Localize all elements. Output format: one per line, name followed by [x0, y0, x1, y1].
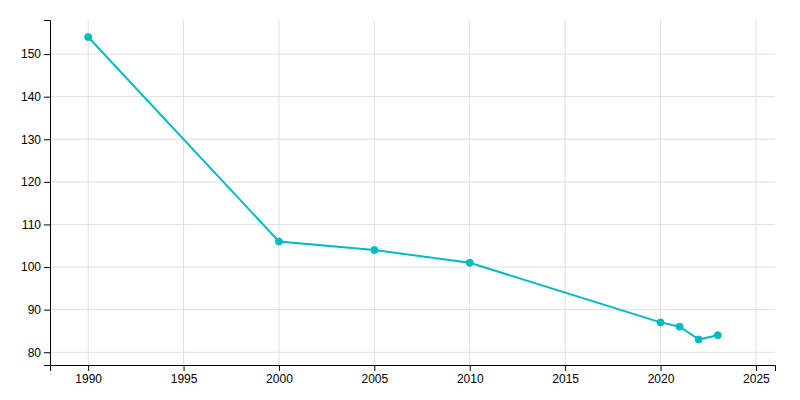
- x-tick: 1990: [75, 365, 102, 386]
- grid-line: [88, 20, 89, 365]
- point: [85, 34, 92, 41]
- x-tick-label: 1990: [75, 372, 102, 386]
- y-tick-mark: [44, 267, 50, 268]
- x-tick-label: 2005: [361, 372, 388, 386]
- y-tick: 90: [28, 303, 50, 317]
- grid-line: [50, 139, 775, 140]
- x-tick-mark: [279, 365, 280, 371]
- grid-line: [755, 20, 756, 365]
- line: [88, 37, 718, 339]
- x-tick-label: 1995: [171, 372, 198, 386]
- series: [85, 34, 722, 343]
- y-tick: 120: [21, 175, 50, 189]
- x-tick-mark: [88, 365, 89, 371]
- grid-line: [50, 54, 775, 55]
- x-tick-label: 2000: [266, 372, 293, 386]
- y-tick-label: 120: [21, 175, 41, 189]
- x-tick-mark: [661, 365, 662, 371]
- x-axis: 1990 1995 2000 2005 2010 2015 2020 2025: [51, 365, 776, 386]
- x-tick: 1995: [171, 365, 198, 386]
- x-tick: 2015: [552, 365, 579, 386]
- grid-line: [469, 20, 470, 365]
- x-tick-label: 2015: [552, 372, 579, 386]
- y-tick-mark: [44, 224, 50, 225]
- grid-line: [565, 20, 566, 365]
- y-tick-mark: [44, 352, 50, 353]
- y-axis: 80 90 100 110 120 130 140 150: [21, 21, 51, 366]
- grid-line: [50, 181, 775, 182]
- x-tick-mark: [565, 365, 566, 371]
- x-tick-label: 2010: [457, 372, 484, 386]
- y-tick: 150: [21, 47, 50, 61]
- x-tick-mark: [374, 365, 375, 371]
- x-tick-label: 2020: [648, 372, 675, 386]
- y-tick: 80: [28, 346, 50, 360]
- x-tick-mark: [470, 365, 471, 371]
- point: [657, 319, 664, 326]
- grid-line: [183, 20, 184, 365]
- y-tick: 110: [22, 218, 50, 232]
- grid: [50, 20, 775, 365]
- x-tick: 2025: [743, 365, 770, 386]
- y-tick-label: 100: [21, 260, 41, 274]
- point: [714, 332, 721, 339]
- y-tick-label: 90: [28, 303, 42, 317]
- x-tick: 2010: [457, 365, 484, 386]
- point: [695, 336, 702, 343]
- grid-line: [50, 96, 775, 97]
- x-tick: 2020: [648, 365, 675, 386]
- x-tick: 2000: [266, 365, 293, 386]
- y-tick-label: 140: [21, 90, 41, 104]
- grid-line: [50, 224, 775, 225]
- y-tick-label: 130: [21, 133, 41, 147]
- point: [275, 238, 282, 245]
- y-tick-mark: [44, 54, 50, 55]
- y-tick-mark: [44, 139, 50, 140]
- y-tick: 130: [21, 133, 50, 147]
- x-axis-line: [51, 366, 776, 372]
- y-tick-label: 80: [28, 346, 42, 360]
- point: [371, 247, 378, 254]
- y-tick: 140: [21, 90, 50, 104]
- grid-line: [50, 352, 775, 353]
- y-axis-line: [44, 21, 51, 366]
- chart: 1990 1995 2000 2005 2010 2015 2020 2025 80 90 100 1…: [0, 0, 800, 400]
- y-tick-label: 150: [21, 47, 41, 61]
- point: [466, 259, 473, 266]
- grid-line: [278, 20, 279, 365]
- grid-line: [50, 309, 775, 310]
- plot: 1990 1995 2000 2005 2010 2015 2020 2025 80 90 100 1…: [21, 20, 776, 386]
- y-tick-mark: [44, 310, 50, 311]
- x-tick: 2005: [361, 365, 388, 386]
- x-tick-label: 2025: [743, 372, 770, 386]
- x-tick-mark: [184, 365, 185, 371]
- x-tick-mark: [756, 365, 757, 371]
- point: [676, 323, 683, 330]
- grid-line: [374, 20, 375, 365]
- y-tick: 100: [21, 260, 50, 274]
- y-tick-mark: [44, 182, 50, 183]
- grid-line: [50, 267, 775, 268]
- y-tick-mark: [44, 97, 50, 98]
- y-tick-label: 110: [22, 218, 41, 232]
- grid-line: [660, 20, 661, 365]
